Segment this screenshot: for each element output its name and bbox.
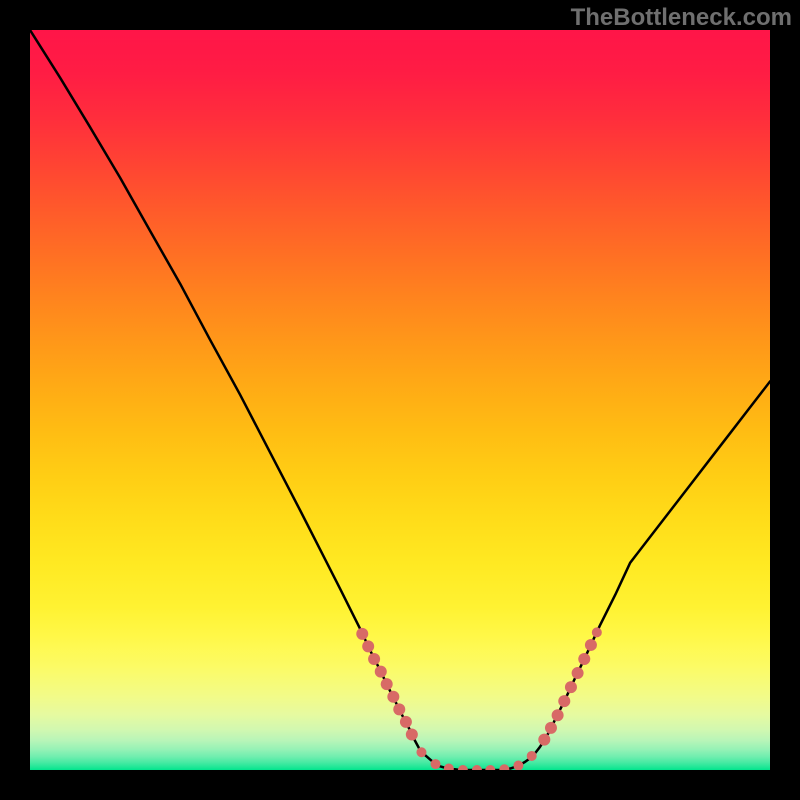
- curve-marker: [444, 764, 454, 770]
- curve-marker: [513, 761, 523, 770]
- curve-marker: [381, 678, 393, 690]
- curve-marker: [565, 681, 577, 693]
- curve-marker: [572, 667, 584, 679]
- curve-marker: [499, 764, 509, 770]
- curve-marker: [406, 728, 418, 740]
- curve-marker: [416, 747, 426, 757]
- chart-container: TheBottleneck.com: [0, 0, 800, 800]
- curve-marker: [458, 765, 468, 770]
- curve-marker: [527, 751, 537, 761]
- curve-marker: [375, 666, 387, 678]
- curve-marker: [472, 765, 482, 770]
- chart-svg: [30, 30, 770, 770]
- curve-marker: [362, 640, 374, 652]
- curve-marker: [578, 653, 590, 665]
- curve-marker: [552, 709, 564, 721]
- curve-segment: [500, 382, 770, 771]
- curve-marker: [558, 695, 570, 707]
- curve-segment: [30, 30, 460, 770]
- curve-marker: [387, 691, 399, 703]
- curve-marker: [393, 703, 405, 715]
- curve-marker: [545, 722, 557, 734]
- curve-marker: [585, 639, 597, 651]
- curve-marker: [431, 759, 441, 769]
- curve-marker: [368, 653, 380, 665]
- curve-marker: [356, 628, 368, 640]
- curve-marker: [485, 765, 495, 770]
- watermark-text: TheBottleneck.com: [571, 4, 792, 32]
- curve-marker: [592, 627, 602, 637]
- curve-marker: [538, 734, 550, 746]
- plot-area: [30, 30, 770, 770]
- curve-marker: [400, 716, 412, 728]
